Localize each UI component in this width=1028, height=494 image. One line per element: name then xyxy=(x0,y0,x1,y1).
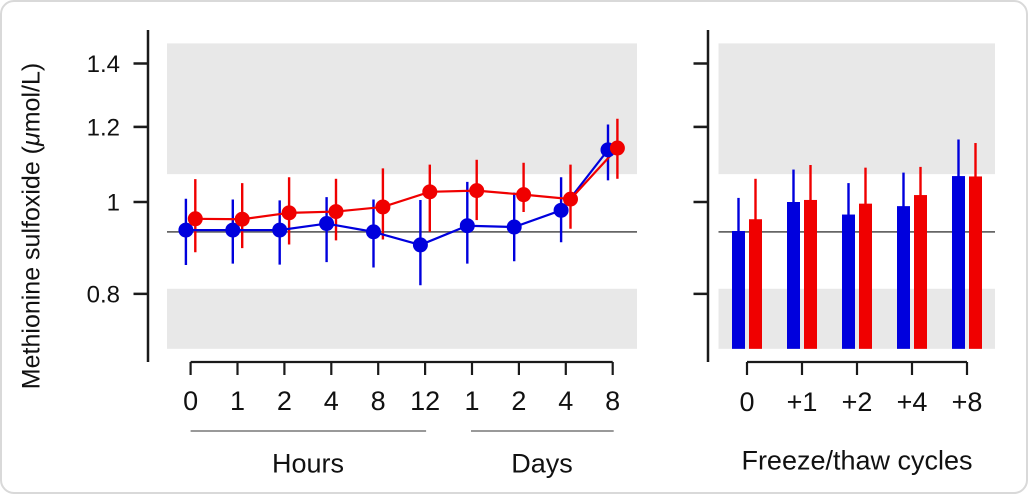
x-tick-label: 2 xyxy=(511,386,526,416)
bar xyxy=(732,230,745,349)
x-axis-label-freeze-thaw: Freeze/thaw cycles xyxy=(741,445,973,476)
data-point xyxy=(178,222,194,238)
data-point xyxy=(328,204,344,220)
data-point xyxy=(187,211,203,227)
y-tick-label: 1.2 xyxy=(87,114,120,141)
x-tick-label: 4 xyxy=(324,386,339,416)
bar xyxy=(749,219,762,349)
series-red-line xyxy=(195,147,619,221)
x-tick-label: 0 xyxy=(183,386,198,416)
x-tick-label: 8 xyxy=(605,386,620,416)
data-point xyxy=(469,183,485,199)
mu-symbol: μ xyxy=(17,132,46,146)
x-tick-label: +4 xyxy=(897,387,928,417)
data-point xyxy=(563,191,578,207)
data-point xyxy=(412,237,428,253)
series-blue-line xyxy=(185,149,609,247)
x-tick-label: 12 xyxy=(410,386,440,416)
bar xyxy=(859,203,872,349)
x-group-label-hours: Hours xyxy=(271,448,345,479)
x-tick-label: 4 xyxy=(558,386,573,416)
data-point xyxy=(281,205,297,221)
x-tick-label: 1 xyxy=(230,386,245,416)
series-blue-points xyxy=(178,142,616,253)
x-tick-label: +8 xyxy=(952,387,983,417)
y-axis-label-units: mol/L) xyxy=(17,62,46,133)
y-axis-label: Methionine sulfoxide (μmol/L) xyxy=(18,63,47,389)
data-point xyxy=(366,224,381,240)
acceptance-band-lower-left xyxy=(167,288,637,349)
x-tick-label: 1 xyxy=(464,386,479,416)
bar xyxy=(897,206,910,349)
data-point xyxy=(506,219,522,235)
data-point xyxy=(422,184,438,200)
bar xyxy=(914,195,927,349)
x-tick-label: +2 xyxy=(842,387,873,417)
bar xyxy=(787,202,800,349)
data-point xyxy=(234,211,250,227)
acceptance-band-lower-right xyxy=(718,288,995,349)
series-red-points xyxy=(187,140,625,227)
y-axis-label-text: Methionine sulfoxide ( xyxy=(17,145,46,390)
bar xyxy=(952,176,965,349)
data-point xyxy=(553,202,569,218)
x-tick-label: +1 xyxy=(787,387,818,417)
x-tick-label: 8 xyxy=(371,386,386,416)
data-point xyxy=(319,216,335,232)
data-point xyxy=(609,140,625,156)
bars-blue xyxy=(732,139,965,349)
bar xyxy=(842,214,855,349)
data-point xyxy=(459,218,475,234)
x-tick-label: 0 xyxy=(739,387,754,417)
acceptance-band-upper-right xyxy=(718,43,995,175)
y-tick-label: 1 xyxy=(107,190,120,217)
bar xyxy=(969,176,982,349)
data-point xyxy=(272,222,288,238)
x-tick-label: 2 xyxy=(277,386,292,416)
data-point xyxy=(375,199,391,215)
bar xyxy=(804,199,817,349)
x-group-label-days: Days xyxy=(511,448,573,479)
y-tick-label: 1.4 xyxy=(87,51,120,78)
bars-red xyxy=(749,143,982,349)
y-tick-label: 0.8 xyxy=(87,281,120,308)
data-point xyxy=(225,222,241,238)
data-point xyxy=(516,187,532,203)
acceptance-band-upper-left xyxy=(167,43,637,175)
